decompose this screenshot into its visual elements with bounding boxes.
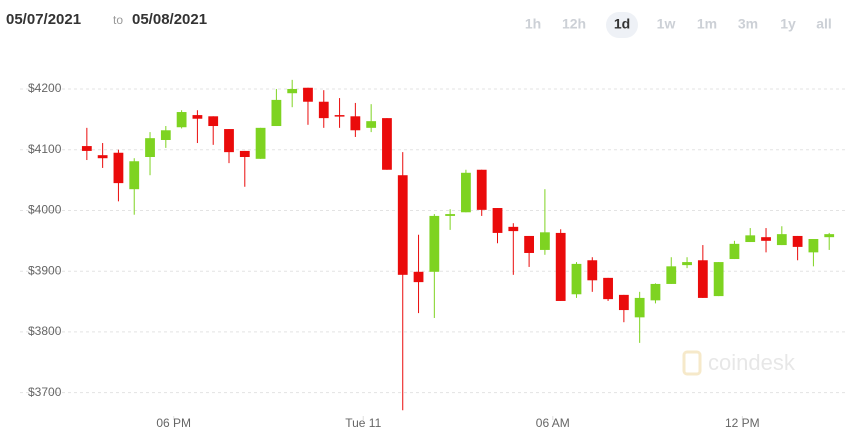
candle-body	[587, 260, 598, 281]
candle-body	[334, 115, 345, 117]
range-button[interactable]: 1y	[780, 16, 796, 32]
candle-body	[682, 262, 692, 266]
candle-body	[397, 175, 408, 275]
candle-body	[745, 235, 756, 243]
range-button[interactable]: 3m	[738, 16, 758, 32]
candle-body	[303, 87, 313, 102]
candle-body	[318, 101, 329, 119]
watermark-text: coindesk	[708, 350, 796, 375]
candle-body	[287, 88, 298, 94]
candle-body	[697, 260, 708, 298]
candle-body	[208, 116, 219, 127]
candle-body	[666, 266, 677, 284]
date-separator: to	[113, 13, 123, 27]
candle-body	[461, 172, 471, 213]
candle-body	[350, 116, 361, 131]
range-button[interactable]: 1d	[614, 16, 630, 32]
candle-body	[366, 121, 377, 128]
candle-body	[761, 237, 771, 241]
date-from: 05/07/2021	[6, 11, 81, 28]
candle-body	[271, 99, 282, 127]
date-to: 05/08/2021	[132, 11, 207, 28]
range-button[interactable]: all	[816, 16, 832, 32]
candle-body	[540, 232, 550, 250]
range-button[interactable]: 1m	[697, 16, 717, 32]
y-tick-label: $4100	[28, 142, 62, 156]
candle-body	[445, 214, 456, 216]
y-tick-label: $3700	[28, 385, 62, 399]
candle-body	[81, 146, 92, 151]
candle-body	[476, 169, 487, 210]
candle-body	[713, 262, 724, 297]
range-button[interactable]: 12h	[562, 16, 586, 32]
candle-body	[524, 235, 534, 253]
range-selected-bg	[606, 12, 638, 38]
candle-body	[255, 127, 266, 159]
candle-body	[650, 283, 661, 301]
candle-body	[492, 208, 503, 233]
candle-body	[729, 243, 740, 260]
candle-body	[160, 130, 171, 140]
candle-body	[129, 161, 140, 190]
candle-body	[618, 294, 629, 311]
candle-body	[603, 277, 613, 300]
candle-body	[113, 152, 124, 184]
watermark-logo	[682, 350, 702, 376]
range-button[interactable]: 1w	[657, 16, 676, 32]
candle-body	[508, 226, 519, 232]
x-tick-label: 06 AM	[536, 416, 570, 430]
y-tick-label: $4000	[28, 203, 62, 217]
watermark: coindesk	[682, 350, 796, 376]
y-tick-label: $3900	[28, 263, 62, 277]
candle-body	[429, 215, 440, 272]
range-button[interactable]: 1h	[525, 16, 541, 32]
x-tick-label: Tue 11	[345, 416, 381, 430]
candle-body	[239, 150, 250, 157]
candle-body	[192, 115, 203, 119]
candle-body	[824, 234, 835, 238]
candle-body	[792, 235, 803, 247]
candle-body	[176, 112, 187, 128]
candle-body	[555, 232, 566, 301]
y-tick-label: $3800	[28, 324, 62, 338]
candle-body	[382, 118, 392, 170]
candle-body	[224, 129, 234, 153]
candle-body	[145, 138, 155, 157]
candle-body	[97, 155, 108, 159]
y-tick-label: $4200	[28, 81, 62, 95]
candle-body	[571, 263, 582, 295]
candle-body	[634, 297, 645, 318]
x-tick-label: 06 PM	[156, 416, 191, 430]
candle-body	[776, 234, 787, 246]
candle-body	[413, 271, 424, 283]
candle-body	[808, 238, 819, 253]
x-tick-label: 12 PM	[725, 416, 760, 430]
